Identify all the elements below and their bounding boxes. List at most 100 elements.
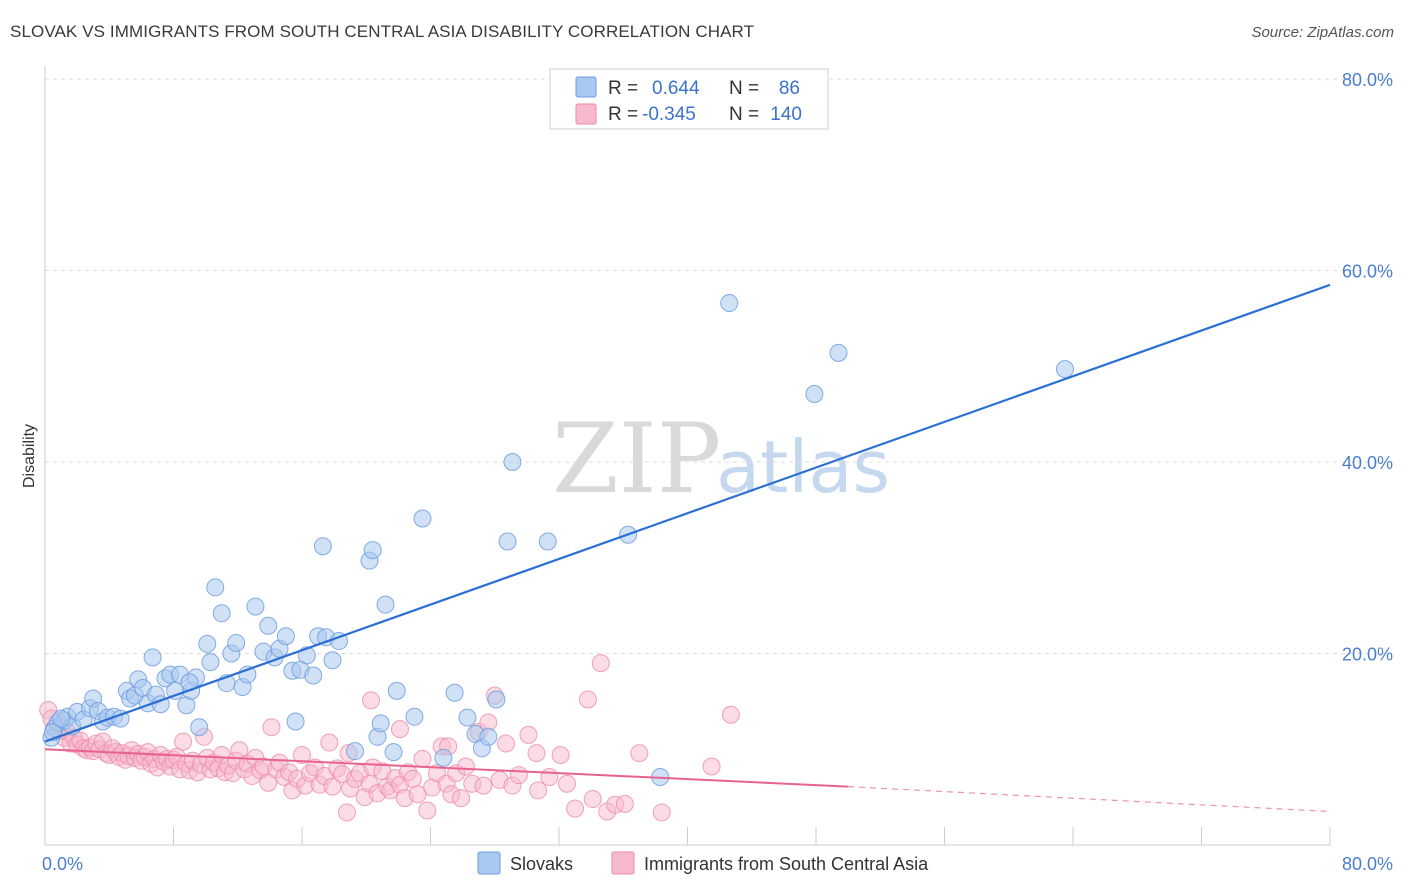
- immigrants-trend-extension: [848, 785, 1331, 813]
- slovaks-point: [479, 727, 498, 746]
- immigrants-trend-line: [44, 748, 849, 788]
- slovaks-point: [323, 651, 342, 670]
- immigrants-point: [390, 720, 409, 739]
- legend-r-value-2: -0.345: [642, 104, 696, 125]
- correlation-legend: R = 0.644 N = 86 R = -0.345 N = 140: [549, 68, 829, 130]
- slovaks-point: [206, 578, 225, 597]
- legend-swatch-slovaks: [575, 76, 597, 98]
- slovaks-point: [384, 743, 403, 762]
- legend-n-label-1: N =: [729, 78, 759, 99]
- y-tick-label: 20.0%: [1342, 645, 1393, 665]
- gridlines: [45, 78, 1392, 654]
- slovaks-trend-line: [44, 283, 1331, 743]
- watermark-atlas: atlas: [716, 425, 890, 509]
- slovaks-point: [1055, 360, 1074, 379]
- chart-source: Source: ZipAtlas.com: [1251, 24, 1394, 41]
- slovaks-point: [313, 537, 332, 556]
- bottom-legend-slovaks: Slovaks: [510, 854, 573, 874]
- immigrants-point: [721, 705, 740, 724]
- immigrants-point: [551, 745, 570, 764]
- immigrants-point: [418, 801, 437, 820]
- slovaks-point: [434, 748, 453, 767]
- watermark: ZIP atlas: [552, 403, 890, 515]
- immigrants-point: [540, 768, 559, 787]
- immigrants-point: [403, 769, 422, 788]
- immigrants-point: [558, 774, 577, 793]
- slovaks-point: [52, 709, 71, 728]
- bottom-legend-swatch-immigrants: [611, 851, 635, 875]
- immigrants-point: [566, 799, 585, 818]
- immigrants-point: [323, 777, 342, 796]
- immigrants-point: [362, 691, 381, 710]
- immigrants-point: [496, 734, 515, 753]
- slovaks-point: [286, 712, 305, 731]
- immigrants-point: [583, 790, 602, 809]
- slovaks-point: [458, 708, 477, 727]
- slovaks-point: [304, 666, 323, 685]
- x-tick-labels: 0.0% 80.0%: [42, 854, 1393, 874]
- legend-r-value-1: 0.644: [652, 78, 700, 99]
- immigrants-point: [259, 773, 278, 792]
- slovaks-point: [190, 718, 209, 737]
- slovaks-point: [143, 648, 162, 667]
- slovaks-point: [805, 385, 824, 404]
- immigrants-point: [578, 690, 597, 709]
- trend-lines: [44, 283, 1331, 813]
- legend-r-label-1: R =: [608, 78, 638, 99]
- immigrants-point: [293, 745, 311, 764]
- immigrants-point: [262, 718, 281, 737]
- slovaks-point: [720, 294, 739, 313]
- y-tick-label: 80.0%: [1342, 70, 1393, 90]
- slovaks-point: [198, 634, 217, 653]
- immigrants-point: [527, 744, 546, 763]
- slovaks-point: [387, 681, 406, 700]
- slovaks-point: [487, 690, 506, 709]
- immigrants-point: [591, 654, 610, 673]
- slovaks-point: [201, 653, 220, 672]
- immigrants-point: [519, 725, 538, 744]
- legend-swatch-immigrants: [575, 103, 597, 125]
- legend-n-label-2: N =: [729, 104, 759, 125]
- slovaks-point: [246, 597, 265, 616]
- immigrants-point: [630, 744, 649, 763]
- chart-title: SLOVAK VS IMMIGRANTS FROM SOUTH CENTRAL …: [10, 22, 755, 41]
- series-legend: Slovaks Immigrants from South Central As…: [477, 851, 929, 875]
- slovaks-point: [363, 541, 382, 560]
- slovaks-point: [445, 683, 464, 702]
- y-tick-labels: 20.0% 40.0% 60.0% 80.0%: [1342, 70, 1393, 665]
- immigrants-point: [702, 757, 721, 776]
- slovaks-point: [276, 627, 295, 646]
- y-tick-label: 60.0%: [1342, 262, 1393, 282]
- immigrants-point: [652, 803, 671, 822]
- slovaks-point: [829, 343, 848, 362]
- immigrants-point: [615, 794, 634, 813]
- x-tick-label: 0.0%: [42, 854, 83, 874]
- slovaks-point: [259, 616, 278, 635]
- immigrants-point: [452, 789, 471, 808]
- series-immigrants-points: [39, 654, 740, 822]
- y-tick-label: 40.0%: [1342, 453, 1393, 473]
- immigrants-point: [337, 803, 356, 822]
- y-axis-label: Disability: [21, 424, 38, 488]
- slovaks-point: [498, 532, 517, 551]
- bottom-legend-swatch-slovaks: [477, 851, 501, 875]
- legend-n-value-1: 86: [779, 78, 800, 99]
- series-slovaks-points: [42, 294, 1074, 787]
- immigrants-point: [413, 749, 432, 768]
- watermark-zip: ZIP: [552, 403, 721, 515]
- bottom-legend-immigrants: Immigrants from South Central Asia: [644, 854, 929, 874]
- slovaks-point: [376, 595, 395, 614]
- immigrants-point: [474, 776, 493, 795]
- slovaks-point: [503, 453, 522, 471]
- immigrants-point: [456, 757, 475, 776]
- x-tick-label: 80.0%: [1342, 854, 1393, 874]
- slovaks-point: [538, 532, 557, 551]
- legend-r-label-2: R =: [608, 104, 638, 125]
- slovaks-point: [405, 707, 424, 726]
- slovaks-point: [413, 509, 432, 528]
- immigrants-point: [174, 732, 193, 751]
- slovaks-point: [371, 714, 390, 733]
- slovaks-point: [212, 604, 231, 623]
- immigrants-point: [320, 733, 339, 752]
